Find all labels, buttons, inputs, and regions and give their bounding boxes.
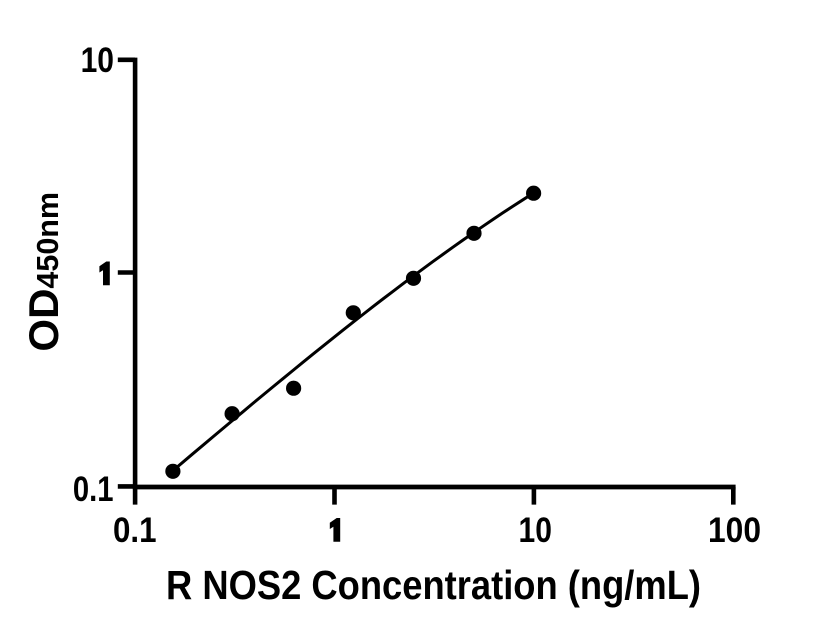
svg-text:R NOS2 Concentration (ng/mL): R NOS2 Concentration (ng/mL) (166, 562, 701, 608)
svg-text:10: 10 (519, 510, 552, 550)
svg-text:10: 10 (81, 40, 114, 80)
svg-text:OD450nm: OD450nm (20, 192, 67, 352)
svg-text:0.1: 0.1 (113, 510, 157, 550)
svg-text:0.1: 0.1 (73, 469, 114, 509)
svg-text:100: 100 (708, 510, 761, 550)
